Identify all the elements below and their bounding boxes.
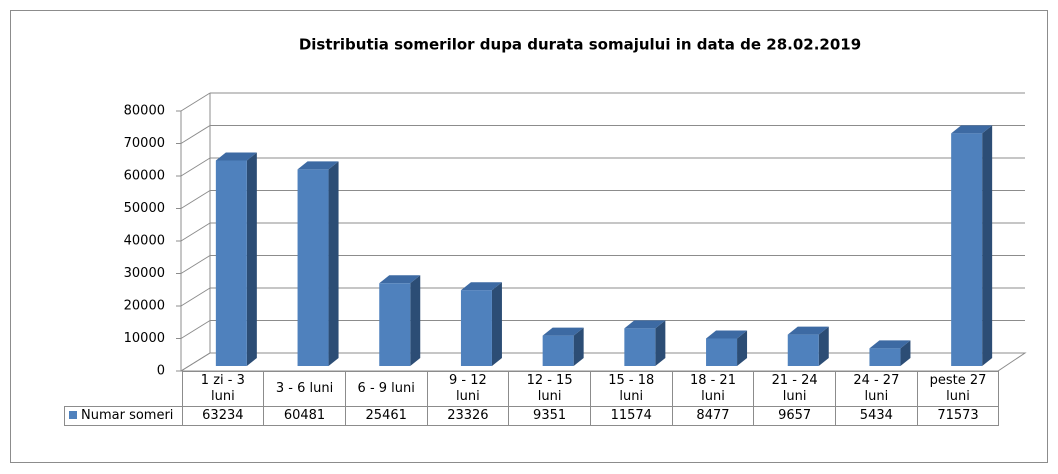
bar-front — [869, 348, 901, 366]
blank-cell — [64, 371, 183, 407]
grid-diagonal — [180, 352, 211, 372]
bar — [215, 152, 257, 366]
bar-side — [655, 320, 666, 366]
y-tick-label: 20000 — [124, 299, 165, 314]
bar-top — [542, 327, 584, 336]
x-tick-label: peste 27 luni — [916, 371, 1000, 407]
grid-diagonal — [180, 255, 211, 274]
grid-diagonal — [180, 157, 211, 177]
table-value: 8477 — [671, 406, 755, 426]
bar-top — [379, 275, 421, 284]
bar-side — [491, 282, 502, 366]
bar-side — [982, 125, 993, 366]
bar-top — [460, 282, 502, 291]
y-tick-label: 70000 — [124, 136, 165, 151]
bar-top — [869, 340, 911, 349]
chart-title: Distributia somerilor dupa durata somaju… — [299, 36, 861, 54]
bar — [297, 161, 339, 366]
grid-diagonal — [180, 92, 211, 112]
bar-side — [818, 326, 829, 366]
x-tick-label: 9 - 12 luni — [426, 371, 510, 407]
data-table: 1 zi - 3 luni 3 - 6 luni 6 - 9 luni 9 - 12 … — [64, 371, 1000, 426]
table-value: 71573 — [916, 406, 1000, 426]
grid-diagonal — [180, 287, 211, 307]
y-tick-label: 10000 — [124, 331, 165, 346]
bar — [869, 340, 911, 366]
x-tick-label: 21 - 24 luni — [753, 371, 836, 407]
bar-front — [297, 169, 329, 366]
x-tick-label: 12 - 15 luni — [508, 371, 591, 407]
table-value: 63234 — [181, 406, 265, 426]
grid-diagonal — [180, 125, 211, 144]
x-tick-label: 6 - 9 luni — [344, 371, 428, 407]
table-value: 25461 — [344, 406, 428, 426]
bar — [787, 326, 829, 366]
y-tick-label: 0 — [157, 364, 165, 379]
table-value: 60481 — [263, 406, 346, 426]
bar-top — [624, 320, 666, 329]
legend-swatch — [69, 411, 77, 419]
bar-side — [573, 327, 584, 366]
y-tick-label: 80000 — [124, 104, 165, 119]
grid-diagonal — [180, 190, 211, 209]
bar — [624, 320, 666, 366]
bar-front — [787, 334, 819, 366]
bar-side — [246, 152, 257, 366]
grid-diagonal — [180, 222, 211, 242]
bar-top — [787, 326, 829, 335]
bar-top — [706, 330, 748, 339]
y-tick-label: 50000 — [124, 201, 165, 216]
x-tick-label: 3 - 6 luni — [263, 371, 346, 407]
table-value: 9351 — [508, 406, 591, 426]
data-row: Numar someri 63234 60481 25461 23326 9351 1157… — [64, 406, 1000, 426]
bar-front — [951, 133, 983, 366]
grid-diagonal — [180, 320, 211, 339]
bar-top — [215, 152, 257, 161]
table-value: 9657 — [753, 406, 836, 426]
bar-top — [951, 125, 993, 134]
legend-label: Numar someri — [81, 408, 174, 423]
bar — [379, 275, 421, 366]
bar-side — [900, 340, 911, 366]
bar-side — [410, 275, 421, 366]
bar-side — [737, 330, 748, 366]
bar — [951, 125, 993, 366]
table-value: 5434 — [835, 406, 918, 426]
x-tick-label: 18 - 21 luni — [671, 371, 755, 407]
x-tick-label: 1 zi - 3 luni — [181, 371, 265, 407]
bar — [542, 327, 584, 366]
bar — [460, 282, 502, 366]
bar-side — [328, 161, 339, 366]
table-value: 11574 — [589, 406, 673, 426]
y-tick-label: 40000 — [124, 234, 165, 249]
y-tick-label: 60000 — [124, 169, 165, 184]
x-tick-label: 15 - 18 luni — [589, 371, 673, 407]
bar-front — [706, 338, 738, 366]
bar-front — [379, 283, 411, 366]
legend-cell: Numar someri — [64, 406, 183, 426]
bar-front — [460, 290, 492, 366]
bar-front — [542, 335, 574, 366]
bar-front — [624, 328, 656, 366]
bar-front — [215, 160, 247, 366]
bar-top — [297, 161, 339, 170]
bar — [706, 330, 748, 366]
y-tick-label: 30000 — [124, 266, 165, 281]
x-tick-label: 24 - 27 luni — [835, 371, 918, 407]
table-value: 23326 — [426, 406, 510, 426]
header-row: 1 zi - 3 luni 3 - 6 luni 6 - 9 luni 9 - 12 … — [64, 371, 1000, 407]
